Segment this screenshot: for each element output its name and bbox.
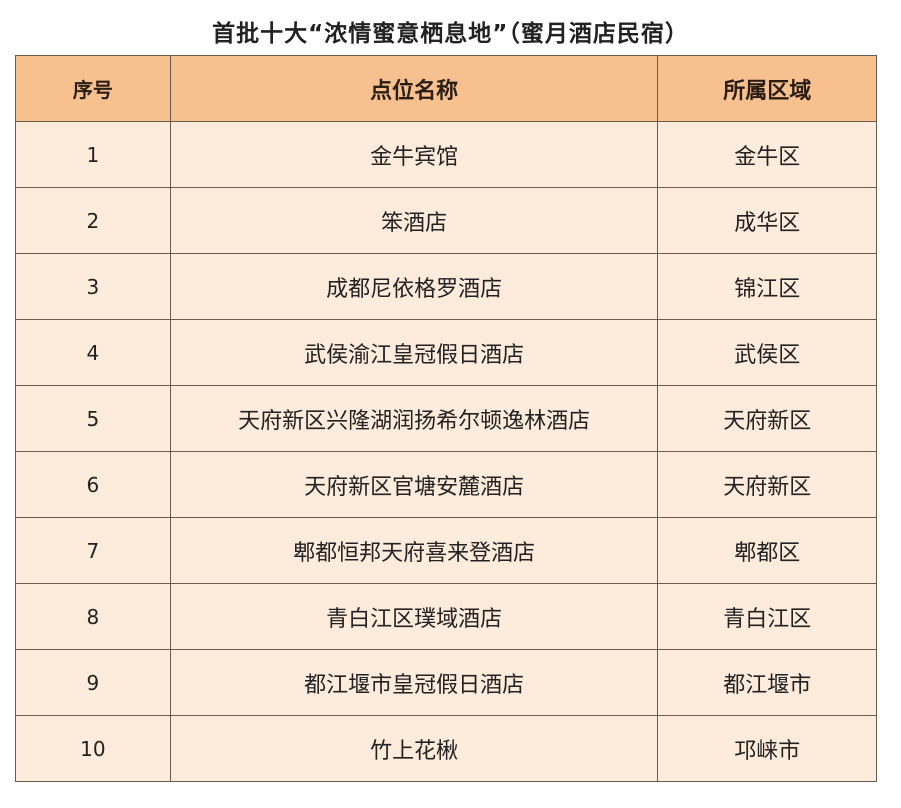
header-district: 所属区域 [657, 55, 877, 122]
header-index: 序号 [15, 55, 171, 122]
cell-name: 天府新区官塘安麓酒店 [169, 451, 659, 518]
table-row: 8 青白江区璞域酒店 青白江区 [15, 583, 877, 650]
cell-district: 锦江区 [657, 253, 877, 320]
cell-index: 10 [15, 715, 171, 782]
cell-district: 武侯区 [657, 319, 877, 386]
cell-name: 武侯渝江皇冠假日酒店 [169, 319, 659, 386]
cell-district: 金牛区 [657, 121, 877, 188]
cell-name: 成都尼依格罗酒店 [169, 253, 659, 320]
cell-name: 竹上花楸 [169, 715, 659, 782]
table-row: 4 武侯渝江皇冠假日酒店 武侯区 [15, 319, 877, 386]
table-row: 1 金牛宾馆 金牛区 [15, 121, 877, 188]
cell-name: 郫都恒邦天府喜来登酒店 [169, 517, 659, 584]
table-title: 首批十大“浓情蜜意栖息地”（蜜月酒店民宿） [212, 21, 689, 47]
cell-index: 7 [15, 517, 171, 584]
cell-index: 5 [15, 385, 171, 452]
table-body: 1 金牛宾馆 金牛区 2 笨酒店 成华区 3 成都尼依格罗酒店 锦江区 4 武侯渝江皇冠假日酒店 武侯… [15, 121, 877, 782]
cell-index: 9 [15, 649, 171, 716]
cell-name: 金牛宾馆 [169, 121, 659, 188]
cell-index: 8 [15, 583, 171, 650]
hotel-table: 序号 点位名称 所属区域 1 金牛宾馆 金牛区 2 笨酒店 成华区 3 成都尼依格罗酒店 锦江区… [15, 55, 877, 782]
header-name: 点位名称 [169, 55, 659, 122]
table-row: 2 笨酒店 成华区 [15, 187, 877, 254]
header-row: 序号 点位名称 所属区域 [15, 55, 877, 122]
cell-name: 都江堰市皇冠假日酒店 [169, 649, 659, 716]
cell-index: 3 [15, 253, 171, 320]
cell-name: 天府新区兴隆湖润扬希尔顿逸林酒店 [169, 385, 659, 452]
cell-name: 青白江区璞域酒店 [169, 583, 659, 650]
table-row: 5 天府新区兴隆湖润扬希尔顿逸林酒店 天府新区 [15, 385, 877, 452]
cell-index: 1 [15, 121, 171, 188]
cell-index: 4 [15, 319, 171, 386]
cell-district: 成华区 [657, 187, 877, 254]
cell-district: 天府新区 [657, 451, 877, 518]
cell-district: 都江堰市 [657, 649, 877, 716]
cell-district: 邛崃市 [657, 715, 877, 782]
table-row: 10 竹上花楸 邛崃市 [15, 715, 877, 782]
cell-index: 2 [15, 187, 171, 254]
table-row: 6 天府新区官塘安麓酒店 天府新区 [15, 451, 877, 518]
table-row: 7 郫都恒邦天府喜来登酒店 郫都区 [15, 517, 877, 584]
table-row: 3 成都尼依格罗酒店 锦江区 [15, 253, 877, 320]
table-row: 9 都江堰市皇冠假日酒店 都江堰市 [15, 649, 877, 716]
cell-district: 青白江区 [657, 583, 877, 650]
cell-index: 6 [15, 451, 171, 518]
cell-district: 郫都区 [657, 517, 877, 584]
cell-district: 天府新区 [657, 385, 877, 452]
cell-name: 笨酒店 [169, 187, 659, 254]
